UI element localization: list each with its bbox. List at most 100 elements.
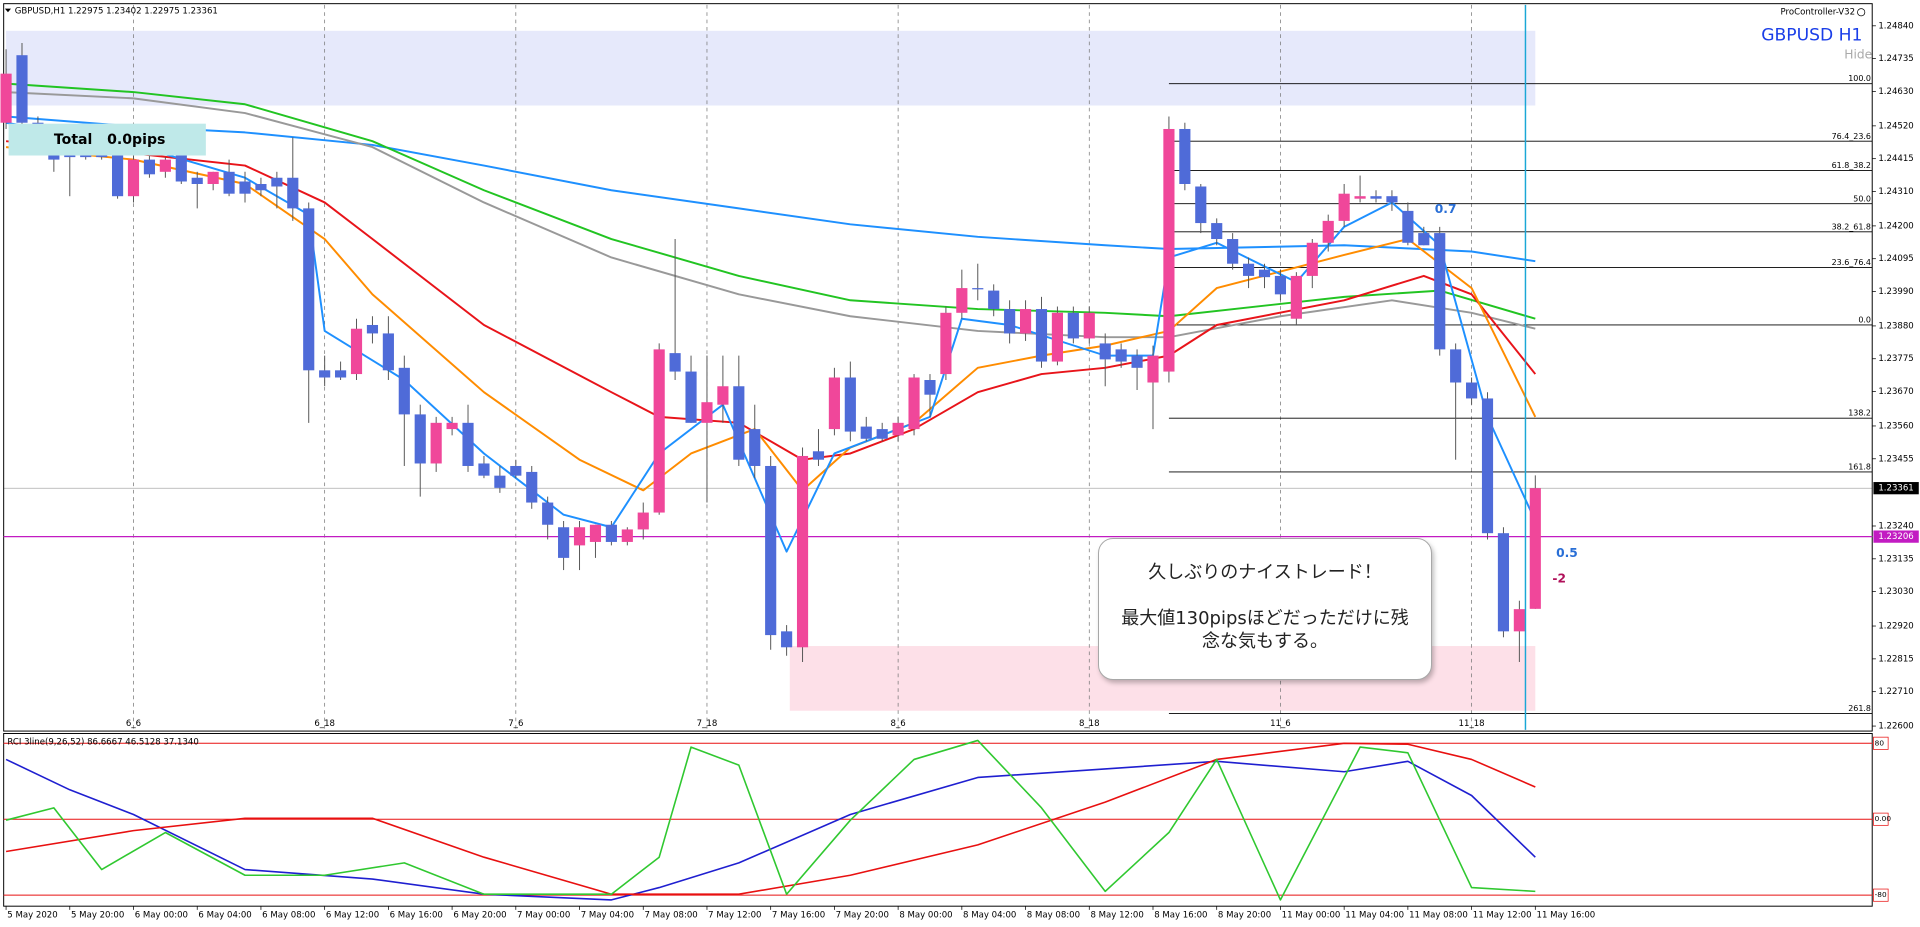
y-tick-label: 1.22600 <box>1878 722 1913 732</box>
rci-line <box>5 739 1536 901</box>
total-box <box>8 123 206 156</box>
y-tick-label: 1.23670 <box>1878 387 1913 397</box>
x-tick-label: 6 May 04:00 <box>198 910 251 920</box>
candle-body <box>1147 355 1159 383</box>
symbol-title: GBPUSD H1 <box>1761 26 1862 46</box>
y-tick-label: 1.23775 <box>1878 354 1913 364</box>
y-tick-label: 1.24415 <box>1878 154 1913 164</box>
candle-body <box>1513 609 1525 632</box>
candle-body <box>924 380 936 395</box>
candle-body <box>16 55 28 123</box>
y-tick-label: 1.22920 <box>1878 622 1913 632</box>
candle-body <box>446 422 458 430</box>
candle-body <box>653 349 665 513</box>
candle-body <box>398 367 410 415</box>
candle-body <box>812 451 825 460</box>
x-tick-label: 11 May 08:00 <box>1409 910 1468 920</box>
candle-body <box>749 429 761 466</box>
x-tick-label: 6 May 12:00 <box>326 910 379 920</box>
comment-line: 最大値130pipsほどだっただけに残念な気もする。 <box>1121 608 1409 652</box>
x-tick-label: 8 May 16:00 <box>1154 910 1207 920</box>
candle-body <box>1004 309 1016 334</box>
candle-body <box>1466 382 1478 399</box>
candle-body <box>271 177 283 187</box>
candle-body <box>940 312 952 375</box>
hide-button[interactable]: Hide <box>1844 48 1872 62</box>
y-tick-label: 1.24200 <box>1878 221 1913 231</box>
candle-body <box>605 524 617 542</box>
candle-body <box>717 386 729 405</box>
candle-body <box>892 422 904 436</box>
y-tick-label: 1.24310 <box>1878 187 1913 197</box>
candle-body <box>542 502 554 525</box>
fibo-label: 23.6_76.4 <box>1832 258 1871 267</box>
candle-body <box>1434 233 1446 350</box>
candle-body <box>1529 488 1541 609</box>
fibo-label: 138.2 <box>1848 409 1871 418</box>
candle-body <box>558 527 570 558</box>
candle-body <box>335 370 347 378</box>
candle-body <box>414 414 426 464</box>
x-tick-label: 5 May 2020 <box>7 910 57 920</box>
candle-body <box>1290 275 1302 319</box>
menu-arrow[interactable] <box>4 8 12 13</box>
y-tick-label: 1.24735 <box>1878 54 1913 64</box>
candle-body <box>143 159 156 175</box>
indicator-name: ProController-V32 <box>1781 8 1856 18</box>
candle-body <box>191 177 203 184</box>
x-marker-label: 8_6 <box>891 719 906 729</box>
candle-body <box>1067 312 1079 339</box>
candle-body <box>127 159 140 197</box>
candle-body <box>1019 309 1032 334</box>
candle-body <box>1051 312 1063 362</box>
candle-body <box>1418 233 1430 246</box>
fibo-label: 76.4_23.6 <box>1832 132 1871 141</box>
candle-body <box>1211 223 1223 240</box>
y-tick-label: 1.24840 <box>1878 21 1913 31</box>
x-marker-label: 7_18 <box>697 719 718 729</box>
candle-body <box>765 465 777 636</box>
y-tick-label: 1.23030 <box>1878 587 1913 597</box>
x-tick-label: 8 May 08:00 <box>1027 910 1080 920</box>
candle-body <box>382 333 394 371</box>
candle-body <box>478 463 490 476</box>
indicator-icon[interactable] <box>1857 8 1866 17</box>
fibo-label: 0.0 <box>1858 316 1871 325</box>
fibo-label: 50.0 <box>1853 194 1871 203</box>
candle-body <box>701 402 713 423</box>
candle-body <box>621 529 633 542</box>
candle-body <box>175 153 187 182</box>
candle-body <box>111 153 124 197</box>
x-tick-label: 5 May 20:00 <box>71 910 124 920</box>
x-marker-label: 6_6 <box>126 719 141 729</box>
fibo-label: 100.0 <box>1848 74 1871 83</box>
candle-body <box>1258 269 1271 278</box>
candle-body <box>1274 275 1287 295</box>
x-marker-label: 11_18 <box>1459 719 1485 729</box>
candle-body <box>1338 193 1350 221</box>
y-tick-label: 1.24520 <box>1878 121 1913 131</box>
candle-body <box>733 386 745 460</box>
candle-body <box>828 377 840 430</box>
x-tick-label: 7 May 20:00 <box>836 910 889 920</box>
candle-body <box>1035 309 1048 362</box>
candle-body <box>1450 349 1462 383</box>
rci-line <box>5 758 1536 901</box>
candle-body <box>366 324 379 334</box>
candle-body <box>669 353 681 372</box>
candle-body <box>287 177 299 209</box>
x-tick-label: 8 May 20:00 <box>1218 910 1271 920</box>
y-tick-label: 1.24095 <box>1878 254 1913 264</box>
candle-body <box>510 465 522 476</box>
candle-body <box>1481 398 1494 534</box>
candle-body <box>589 524 602 542</box>
price-label: 1.23206 <box>1878 532 1913 542</box>
candle-body <box>1370 196 1382 199</box>
x-tick-label: 7 May 16:00 <box>772 910 825 920</box>
x-tick-label: 7 May 00:00 <box>517 910 570 920</box>
rci-title: RCI 3line(9,26,52) 86.6667 46.5128 37.13… <box>7 738 198 748</box>
plot-layer: 6_6 6_18 7_6 7_18 8_6 8_18 11_6 11_18 1.24840 1.2… <box>0 4 1919 920</box>
x-marker-label: 11_6 <box>1270 719 1291 729</box>
